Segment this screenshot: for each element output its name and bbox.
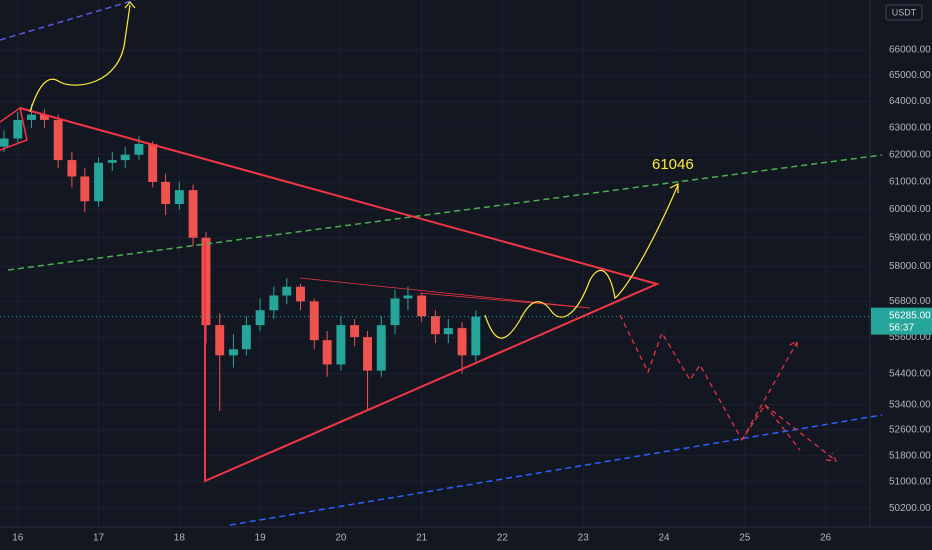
- drawings: 61046: [0, 0, 883, 526]
- candle-body: [67, 160, 77, 177]
- candle-body: [134, 143, 144, 155]
- candle-body: [282, 286, 292, 296]
- candle-body: [27, 114, 36, 120]
- y-tick-label: 63000.00: [889, 123, 931, 134]
- candle-body: [309, 301, 319, 341]
- candle-body: [80, 176, 90, 202]
- x-tick-label: 20: [335, 533, 347, 544]
- red-projection: [619, 314, 801, 451]
- candle-body: [336, 325, 346, 365]
- candle-body: [215, 325, 225, 356]
- candle-body: [350, 325, 360, 338]
- candle-body: [471, 316, 481, 356]
- red-projection: [741, 339, 798, 441]
- candle-body: [148, 143, 158, 182]
- candle-body: [376, 325, 386, 371]
- candle-body: [417, 295, 427, 317]
- green-trendline: [7, 154, 883, 271]
- candle-body: [0, 138, 9, 147]
- yellow-path: [484, 184, 679, 339]
- x-tick-label: 21: [416, 533, 428, 544]
- y-tick-label: 52600.00: [889, 425, 931, 436]
- x-tick-label: 25: [739, 533, 751, 544]
- triangle: [19, 107, 660, 483]
- candle-body: [457, 328, 467, 356]
- candle-body: [161, 181, 171, 205]
- candle-body: [363, 337, 373, 371]
- candle-body: [53, 119, 63, 161]
- currency: USDT: [892, 7, 917, 17]
- y-tick-label: 64000.00: [889, 96, 931, 107]
- candle-body: [94, 162, 104, 202]
- x-tick-label: 22: [497, 533, 509, 544]
- arrow-head: [669, 183, 679, 193]
- y-tick-label: 56800.00: [889, 296, 931, 307]
- x-tick-label: 18: [174, 533, 186, 544]
- x-tick-label: 26: [820, 533, 832, 544]
- blue-channel-top: [0, 0, 136, 41]
- candle-body: [322, 340, 332, 365]
- yellow-path: [29, 4, 131, 113]
- y-tick-label: 55600.00: [889, 332, 931, 343]
- candle-body: [430, 316, 440, 335]
- candle-body: [269, 295, 279, 311]
- candle-body: [188, 190, 198, 238]
- currency-box: [885, 4, 923, 21]
- arrow-head: [124, 1, 136, 9]
- y-tick-label: 53400.00: [889, 399, 931, 410]
- candle-body: [241, 325, 251, 350]
- last-price-label: 56285.00: [889, 310, 931, 321]
- x-tick-label: 19: [255, 533, 267, 544]
- y-tick-label: 51800.00: [889, 450, 931, 461]
- candle-body: [39, 114, 49, 120]
- y-tick-label: 65000.00: [889, 70, 931, 81]
- candle-body: [174, 190, 184, 205]
- axes: 66000.00 65000.00 64000.00 63000.00 62000.00…: [12, 45, 932, 544]
- candle-body: [13, 119, 23, 139]
- x-tick-label: 17: [93, 533, 105, 544]
- candle-body: [403, 295, 413, 299]
- y-tick-label: 58000.00: [889, 261, 931, 272]
- x-tick-label: 24: [658, 533, 670, 544]
- y-tick-label: 59000.00: [889, 232, 931, 243]
- blue-channel-bottom: [229, 414, 883, 526]
- x-tick-label: 16: [12, 533, 24, 544]
- candle-body: [255, 310, 265, 326]
- candle-body: [296, 286, 305, 302]
- candle-body: [120, 154, 130, 161]
- last-price-box: [871, 307, 932, 335]
- countdown: 56:37: [889, 322, 914, 333]
- inner-line: [419, 292, 591, 309]
- candle-body: [390, 298, 400, 326]
- y-tick-label: 61000.00: [889, 177, 931, 188]
- y-tick-label: 60000.00: [889, 204, 931, 215]
- candle-body: [107, 160, 117, 163]
- red-projection: [764, 404, 838, 462]
- y-tick-label: 50200.00: [889, 503, 931, 514]
- y-tick-label: 51000.00: [889, 476, 931, 487]
- candle-body: [443, 328, 453, 335]
- candle-body: [228, 349, 238, 356]
- y-tick-label: 66000.00: [889, 45, 931, 56]
- y-tick-label: 62000.00: [889, 149, 931, 160]
- y-tick-label: 54400.00: [889, 368, 931, 379]
- small-triangle: [0, 106, 28, 151]
- annotation: 61046: [652, 156, 694, 173]
- x-tick-label: 23: [578, 533, 590, 544]
